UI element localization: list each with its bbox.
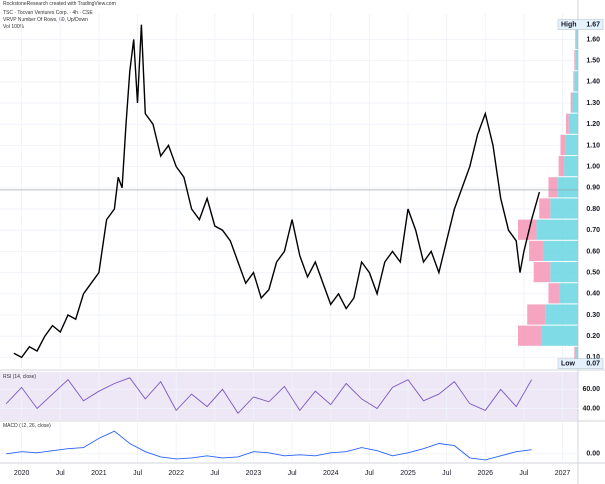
low-box: [557, 358, 604, 370]
data-line: [5, 377, 532, 415]
profile-down: [574, 50, 576, 71]
credit: RockstoneResearch created with TradingVi…: [3, 1, 116, 7]
y-tick-label: 0.80: [586, 206, 600, 213]
y-tick-label: 1.00: [586, 163, 600, 170]
x-tick-label: Jul: [56, 470, 65, 477]
y-tick-label: 1.60: [586, 36, 600, 43]
rsi-title: RSI (14, close): [3, 374, 36, 380]
profile-down: [518, 325, 542, 346]
profile-up: [575, 50, 578, 71]
y-tick-label: 60.00: [582, 386, 600, 393]
x-tick-label: 2021: [91, 470, 107, 477]
profile-up: [568, 113, 578, 134]
y-tick-label: 0.50: [586, 269, 600, 276]
high-box: [557, 19, 604, 30]
profile-down: [573, 71, 575, 92]
profile-down: [529, 240, 543, 262]
data-line: [13, 24, 541, 359]
profile-up: [545, 304, 578, 325]
profile-down: [548, 283, 560, 304]
profile-up: [576, 346, 578, 367]
macd-title: MACD (12, 26, close): [3, 423, 51, 429]
y-tick-label: 0.10: [586, 354, 600, 361]
y-tick-label: 1.50: [586, 57, 600, 64]
profile-up: [572, 92, 578, 113]
symbol: TSC · Tocvan Ventures Corp. · 4h · CSE: [3, 10, 93, 16]
profile-up: [541, 325, 578, 346]
x-tick-label: Jul: [442, 470, 451, 477]
y-tick-label: 1.30: [586, 100, 600, 107]
profile-down: [533, 262, 551, 283]
profile-down: [558, 156, 565, 177]
profile-up: [536, 219, 578, 240]
x-tick-label: Jul: [288, 470, 297, 477]
profile-up: [550, 262, 578, 283]
profile-up: [576, 28, 578, 50]
y-tick-label: 40.00: [582, 405, 600, 412]
profile-down: [575, 28, 577, 50]
x-tick-label: 2023: [246, 470, 262, 477]
x-tick-label: 2027: [555, 470, 571, 477]
y-tick-label: 0.20: [586, 333, 600, 340]
high-value: 1.67: [586, 21, 600, 28]
profile-up: [564, 156, 578, 177]
high-label: High: [561, 21, 577, 28]
x-tick-label: Jul: [365, 470, 374, 477]
profile-up: [550, 198, 578, 219]
y-tick-label: 0.30: [586, 312, 600, 319]
profile-up: [559, 283, 578, 304]
profile-down: [574, 346, 577, 367]
vrvp-label: VRVP Number Of Rows, 60, Up/Down: [3, 17, 88, 23]
profile-up: [542, 240, 578, 262]
data-line: [6, 430, 532, 461]
x-tick-label: Jul: [133, 470, 142, 477]
y-tick-label: 0.00: [586, 451, 600, 458]
vol-label: Vol 100%: [3, 24, 25, 30]
y-tick-label: 0.40: [586, 291, 600, 298]
y-tick-label: 0.60: [586, 248, 600, 255]
profile-down: [548, 177, 558, 198]
x-tick-label: 2022: [168, 470, 184, 477]
x-tick-label: 2025: [400, 470, 416, 477]
x-tick-label: 2024: [323, 470, 339, 477]
profile-up: [565, 134, 578, 156]
profile-up: [557, 177, 578, 198]
x-tick-label: Jul: [519, 470, 528, 477]
profile-up: [574, 71, 578, 92]
low-value: 0.07: [586, 361, 600, 368]
y-tick-label: 1.10: [586, 142, 600, 149]
y-tick-label: 1.40: [586, 79, 600, 86]
profile-down: [527, 304, 546, 325]
y-tick-label: 1.20: [586, 121, 600, 128]
profile-down: [518, 219, 537, 240]
x-tick-label: 2026: [477, 470, 493, 477]
rsi-band: [0, 372, 578, 420]
profile-down: [570, 92, 573, 113]
profile-down: [560, 134, 566, 156]
profile-down: [539, 198, 551, 219]
y-tick-label: 0.90: [586, 185, 600, 192]
y-tick-label: 0.70: [586, 227, 600, 234]
profile-down: [566, 113, 569, 134]
x-tick-label: 2020: [14, 470, 30, 477]
low-label: Low: [561, 361, 576, 368]
x-tick-label: Jul: [210, 470, 219, 477]
